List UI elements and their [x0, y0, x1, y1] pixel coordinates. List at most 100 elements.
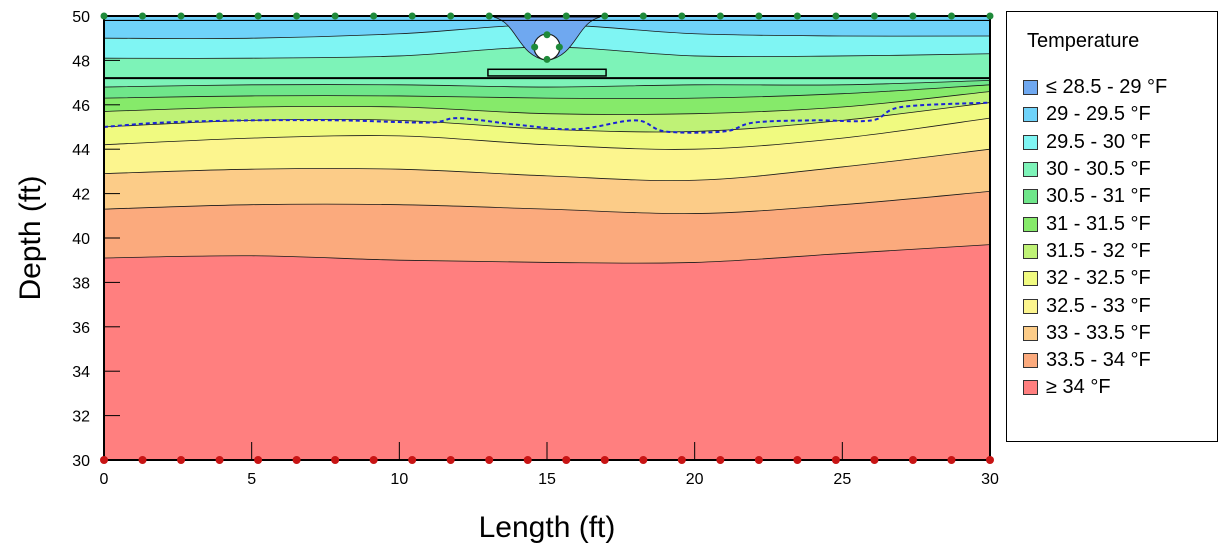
- legend-item: ≥ 34 °F: [1023, 374, 1167, 401]
- chart-overlay: [104, 16, 990, 134]
- pipe-node: [543, 31, 551, 39]
- legend-title: Temperature: [1027, 30, 1140, 52]
- legend-label: 33 - 33.5 °F: [1046, 321, 1151, 344]
- legend-swatch: [1023, 80, 1038, 96]
- legend-label: 31 - 31.5 °F: [1046, 212, 1151, 235]
- bottom-boundary-node: [408, 456, 417, 464]
- top-boundary-node: [254, 12, 262, 20]
- y-tick-label: 44: [72, 142, 90, 159]
- bottom-boundary-node: [793, 456, 802, 464]
- legend-label: 31.5 - 32 °F: [1046, 239, 1151, 262]
- top-boundary-node: [100, 12, 108, 20]
- legend-swatch: [1023, 298, 1038, 314]
- top-boundary-node: [331, 12, 339, 20]
- bottom-boundary-node: [292, 456, 301, 464]
- top-boundary-node: [485, 12, 493, 20]
- top-boundary-node: [408, 12, 416, 20]
- top-boundary-node: [524, 12, 532, 20]
- chart-axes: 0 5 10 15 20 25 30 30 32 34 36 38 40 42 44 46 48 50: [72, 9, 999, 488]
- x-tick-label: 30: [981, 471, 999, 488]
- legend-swatch: [1023, 216, 1038, 232]
- x-tick-label: 20: [686, 471, 704, 488]
- legend-swatch: [1023, 134, 1038, 150]
- legend-items: ≤ 28.5 - 29 °F 29 - 29.5 °F 29.5 - 30 °F 30…: [1023, 74, 1167, 402]
- y-tick-label: 42: [72, 187, 90, 204]
- top-boundary-node: [293, 12, 301, 20]
- pipe-node: [531, 43, 539, 51]
- bottom-boundary-node: [523, 456, 532, 464]
- x-tick-label: 5: [247, 471, 256, 488]
- bottom-boundary-node: [562, 456, 571, 464]
- legend-item: 33 - 33.5 °F: [1023, 320, 1167, 347]
- legend-item: 32.5 - 33 °F: [1023, 292, 1167, 319]
- bottom-boundary-node: [485, 456, 494, 464]
- top-boundary-node: [678, 12, 686, 20]
- legend-swatch: [1023, 107, 1038, 123]
- bottom-boundary-node: [639, 456, 648, 464]
- bottom-boundary-node: [870, 456, 879, 464]
- freezing-isotherm: [104, 101, 990, 134]
- bottom-boundary-node: [831, 456, 840, 464]
- legend-swatch: [1023, 189, 1038, 205]
- isotherm-line: [104, 190, 990, 215]
- legend: Temperature ≤ 28.5 - 29 °F 29 - 29.5 °F 29…: [1006, 11, 1218, 442]
- isotherm-line: [104, 244, 990, 264]
- top-boundary-node: [139, 12, 147, 20]
- y-tick-label: 34: [72, 364, 90, 381]
- isotherm-line: [104, 117, 990, 150]
- top-boundary-node: [832, 12, 840, 20]
- y-tick-label: 30: [72, 453, 90, 470]
- bottom-boundary-node: [716, 456, 725, 464]
- legend-item: 33.5 - 34 °F: [1023, 347, 1167, 374]
- bottom-boundary-node: [754, 456, 763, 464]
- bottom-boundary-node: [677, 456, 686, 464]
- top-boundary-node: [793, 12, 801, 20]
- legend-label: 30 - 30.5 °F: [1046, 158, 1151, 181]
- top-boundary-node: [755, 12, 763, 20]
- bottom-boundary-node: [215, 456, 224, 464]
- legend-item: ≤ 28.5 - 29 °F: [1023, 74, 1167, 101]
- top-boundary-node: [216, 12, 224, 20]
- temperature-bands: [104, 16, 990, 460]
- y-tick-label: 36: [72, 320, 90, 337]
- x-tick-label: 0: [100, 471, 109, 488]
- y-tick-label: 38: [72, 275, 90, 292]
- bottom-boundary-node: [600, 456, 609, 464]
- legend-label: 32.5 - 33 °F: [1046, 294, 1151, 317]
- top-boundary-node: [370, 12, 378, 20]
- bottom-boundary-node: [138, 456, 147, 464]
- bottom-boundary-node: [947, 456, 956, 464]
- legend-swatch: [1023, 325, 1038, 341]
- legend-label: 32 - 32.5 °F: [1046, 267, 1151, 290]
- bottom-boundary-node: [986, 456, 994, 464]
- legend-item: 29 - 29.5 °F: [1023, 101, 1167, 128]
- y-tick-label: 48: [72, 53, 90, 70]
- y-tick-label: 32: [72, 409, 90, 426]
- legend-swatch: [1023, 271, 1038, 287]
- legend-label: 29 - 29.5 °F: [1046, 103, 1151, 126]
- top-boundary-node: [177, 12, 185, 20]
- x-tick-label: 10: [390, 471, 408, 488]
- isotherm-line: [104, 79, 990, 88]
- legend-label: 30.5 - 31 °F: [1046, 185, 1151, 208]
- x-tick-label: 15: [538, 471, 556, 488]
- legend-item: 29.5 - 30 °F: [1023, 129, 1167, 156]
- bottom-boundary-node: [369, 456, 378, 464]
- isotherm-line: [104, 84, 990, 99]
- isotherm-line: [104, 148, 990, 181]
- legend-swatch: [1023, 353, 1038, 369]
- slab-outline: [487, 68, 607, 77]
- top-boundary-node: [601, 12, 609, 20]
- bottom-boundary-node: [908, 456, 917, 464]
- top-boundary-node: [986, 12, 994, 20]
- y-tick-label: 50: [72, 9, 90, 26]
- top-boundary-node: [716, 12, 724, 20]
- legend-label: 33.5 - 34 °F: [1046, 349, 1151, 372]
- top-boundary-node: [562, 12, 570, 20]
- legend-label: 29.5 - 30 °F: [1046, 130, 1151, 153]
- legend-item: 30 - 30.5 °F: [1023, 156, 1167, 183]
- x-axis-label: Length (ft): [479, 511, 616, 544]
- y-axis-label: Depth (ft): [14, 175, 47, 300]
- contour-chart: 0 5 10 15 20 25 30 30 32 34 36 38 40 42 44 46 48 50 Lengt…: [14, 9, 999, 544]
- legend-item: 32 - 32.5 °F: [1023, 265, 1167, 292]
